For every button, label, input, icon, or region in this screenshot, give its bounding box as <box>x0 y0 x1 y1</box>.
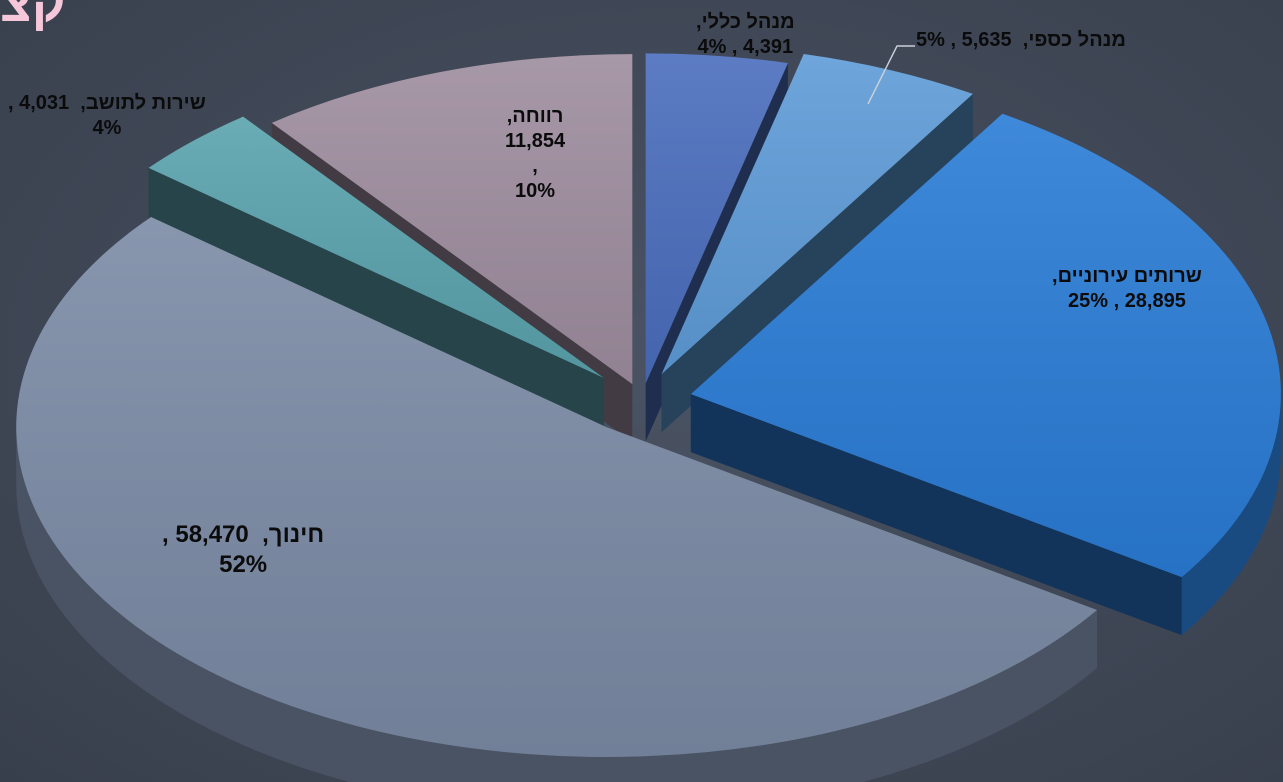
pie-slice-finance-admin <box>661 53 973 433</box>
data-label-finance-admin: מנהל כספי, 5,635 , 5% <box>916 29 1126 51</box>
data-label-resident-service: שירות לתושב, 4,031 , 4% <box>8 92 206 139</box>
pie-slice-municipal-services <box>690 113 1281 636</box>
leader-line-finance <box>867 45 915 105</box>
pie-slice-rim-municipal-services-0 <box>1181 394 1281 636</box>
data-label-education: חינוך, 58,470 , 52% <box>162 521 325 578</box>
pie-slice-education <box>16 216 1098 782</box>
data-label-welfare: רווחה, 11,854 , 10% <box>505 105 566 202</box>
pie-slice-wall-municipal-services-1 <box>690 394 1182 636</box>
pie-slice-wall-resident-service-0 <box>148 167 604 436</box>
pie-slice-resident-service <box>148 116 604 436</box>
data-label-general-admin: מנהל כללי, 4,391 , 4% <box>696 11 795 58</box>
pie-slice-wall-finance-admin-1 <box>661 93 973 433</box>
corner-title: קצ <box>0 0 66 33</box>
data-label-municipal-services: שרותים עירוניים, 28,895 , 25% <box>1052 265 1202 312</box>
